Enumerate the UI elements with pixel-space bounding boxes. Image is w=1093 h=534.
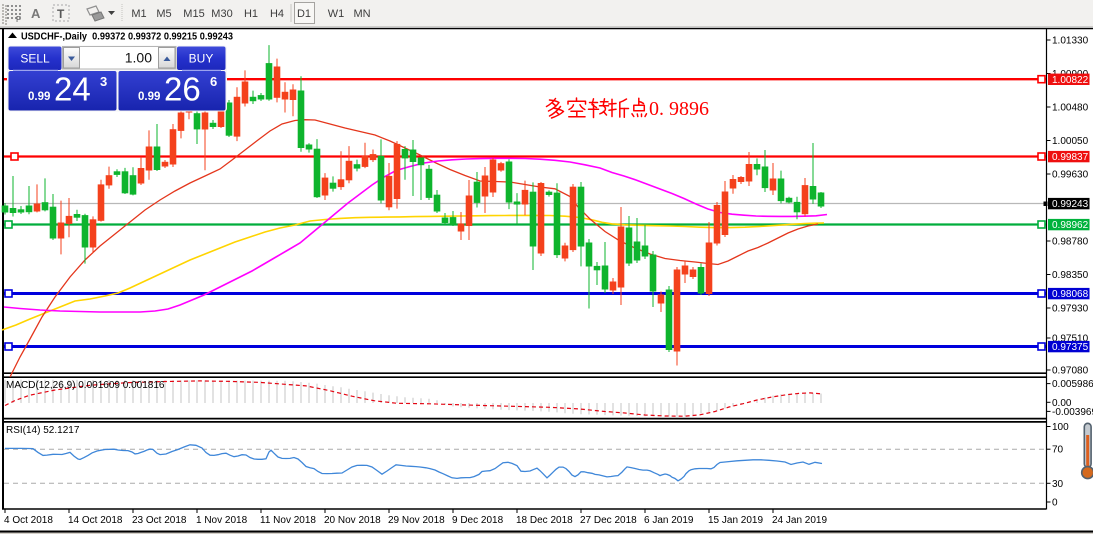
svg-text:H4: H4 [270,8,284,20]
svg-text:70: 70 [1052,445,1064,456]
svg-text:BUY: BUY [189,52,214,66]
svg-text:0.99: 0.99 [28,91,50,103]
svg-text:USDCHF-,Daily 0.99372 0.99372: USDCHF-,Daily 0.99372 0.99372 0.99215 0.… [21,32,233,43]
svg-text:11 Nov 2018: 11 Nov 2018 [260,515,316,526]
svg-text:20 Nov 2018: 20 Nov 2018 [324,515,381,526]
svg-text:MN: MN [353,8,370,20]
svg-text:0.97510: 0.97510 [1052,334,1089,345]
svg-text:0.98350: 0.98350 [1052,270,1089,281]
svg-text:H1: H1 [244,8,258,20]
svg-text:1.00822: 1.00822 [1052,75,1089,86]
svg-text:SELL: SELL [20,52,50,66]
svg-text:D1: D1 [297,8,311,20]
svg-text:0.99630: 0.99630 [1052,170,1089,181]
svg-text:14 Oct 2018: 14 Oct 2018 [68,515,123,526]
svg-text:9 Dec 2018: 9 Dec 2018 [452,515,504,526]
svg-text:18 Dec 2018: 18 Dec 2018 [516,515,573,526]
svg-text:0.98780: 0.98780 [1052,237,1089,248]
svg-text:15 Jan 2019: 15 Jan 2019 [708,515,763,526]
svg-text:0.99243: 0.99243 [1052,199,1089,210]
svg-text:0: 0 [1052,498,1058,509]
svg-text:6 Jan 2019: 6 Jan 2019 [644,515,694,526]
svg-text:1.00050: 1.00050 [1052,136,1089,147]
svg-text:0.98068: 0.98068 [1052,289,1089,300]
svg-text:26: 26 [164,71,201,108]
svg-text:23 Oct 2018: 23 Oct 2018 [132,515,187,526]
svg-text:0.005986: 0.005986 [1052,379,1093,390]
svg-text:3: 3 [100,74,107,89]
svg-text:0. 9896: 0. 9896 [649,98,709,120]
svg-text:4 Oct 2018: 4 Oct 2018 [4,515,53,526]
svg-text:30: 30 [1052,479,1064,490]
svg-text:RSI(14) 52.1217: RSI(14) 52.1217 [6,425,80,436]
svg-text:1 Nov 2018: 1 Nov 2018 [196,515,248,526]
svg-text:A: A [31,6,41,21]
svg-text:1.01330: 1.01330 [1052,36,1089,47]
svg-text:W1: W1 [328,8,345,20]
svg-text:T: T [57,7,65,21]
svg-text:24 Jan 2019: 24 Jan 2019 [772,515,827,526]
svg-text:0.00: 0.00 [1052,398,1072,409]
svg-text:0.97080: 0.97080 [1052,366,1089,377]
svg-text:0.97375: 0.97375 [1052,342,1089,353]
svg-text:M5: M5 [156,8,171,20]
svg-text:29 Nov 2018: 29 Nov 2018 [388,515,445,526]
svg-text:1.00: 1.00 [125,50,152,66]
svg-text:M30: M30 [211,8,232,20]
svg-text:1.00480: 1.00480 [1052,103,1089,114]
svg-text:0.97930: 0.97930 [1052,304,1089,315]
svg-text:MACD(12,26,9) 0.001609 0.00181: MACD(12,26,9) 0.001609 0.001816 [6,380,165,391]
svg-text:24: 24 [54,71,91,108]
svg-text:-0.003969: -0.003969 [1052,407,1093,418]
svg-text:F: F [16,15,21,24]
svg-text:0.99837: 0.99837 [1052,152,1089,163]
svg-text:6: 6 [210,74,217,89]
svg-text:100: 100 [1052,422,1069,433]
svg-text:M15: M15 [183,8,204,20]
svg-text:27 Dec 2018: 27 Dec 2018 [580,515,637,526]
svg-text:0.99: 0.99 [138,91,160,103]
svg-text:0.98962: 0.98962 [1052,220,1089,231]
svg-text:M1: M1 [131,8,146,20]
